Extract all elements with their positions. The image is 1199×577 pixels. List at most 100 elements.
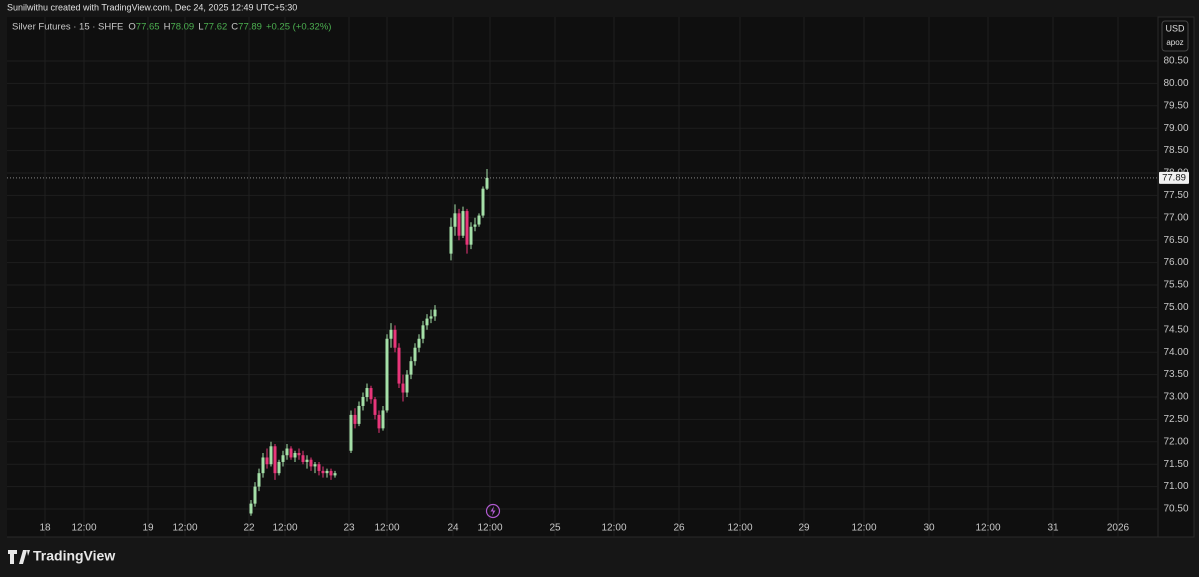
y-tick-label: 77.50: [1163, 190, 1188, 201]
last-price-label: 77.89: [1162, 172, 1186, 183]
candle-body: [249, 503, 253, 514]
x-tick-label: 29: [798, 523, 810, 534]
candle-body: [413, 347, 417, 362]
y-tick-label: 73.00: [1163, 392, 1188, 403]
candle-body: [477, 215, 481, 225]
candle-body: [253, 486, 257, 504]
x-tick-label: 2026: [1107, 523, 1130, 534]
x-tick-label: 30: [923, 523, 935, 534]
grid: [7, 17, 1158, 537]
candle-body: [381, 410, 385, 429]
x-tick-label: 12:00: [172, 523, 197, 534]
currency[interactable]: USD: [1165, 23, 1185, 33]
credit: Sunilwithu created with TradingView.com,…: [7, 2, 297, 12]
x-tick-label: 12:00: [477, 523, 502, 534]
x-tick-label: 18: [39, 523, 51, 534]
candle-body: [389, 329, 393, 339]
plot-area: [7, 17, 1158, 537]
candle-body: [461, 211, 465, 236]
event-icon-bolt: [490, 506, 496, 516]
logo-mark: [8, 550, 30, 564]
x-tick-label: 26: [673, 523, 685, 534]
candle-body: [297, 452, 301, 456]
y-tick-label: 75.50: [1163, 280, 1188, 291]
candle-body: [401, 383, 405, 393]
candle-body: [357, 405, 361, 424]
ohlc-value: 77.62: [204, 22, 228, 33]
y-tick-label: 75.00: [1163, 302, 1188, 313]
brand: TradingView: [33, 548, 115, 564]
y-tick-label: 74.50: [1163, 324, 1188, 335]
candle-body: [409, 361, 413, 375]
event-icon[interactable]: [485, 503, 501, 519]
y-tick-label: 76.50: [1163, 235, 1188, 246]
candle-body: [433, 309, 437, 317]
candle-body: [325, 470, 329, 474]
x-tick-label: 12:00: [851, 523, 876, 534]
candle-body: [485, 177, 489, 189]
candle-body: [405, 374, 409, 393]
candle-body: [349, 414, 353, 451]
ohlc-letter: L: [198, 22, 203, 33]
x-tick-label: 31: [1047, 523, 1059, 534]
candle-body: [417, 338, 421, 348]
candle-body: [321, 470, 325, 474]
x-tick-label: 12:00: [71, 523, 96, 534]
candle-body: [317, 464, 321, 471]
x-tick-label: 19: [142, 523, 154, 534]
candle-body: [361, 396, 365, 406]
y-tick-label: 72.00: [1163, 436, 1188, 447]
candle-body: [273, 446, 277, 474]
legend: Silver Futures · 15 · SHFE O 77.65 H 78.09 L…: [12, 22, 331, 33]
x-tick-label: 25: [549, 523, 561, 534]
candle-body: [369, 388, 373, 400]
x-tick-label: 12:00: [374, 523, 399, 534]
candle-body: [281, 455, 285, 462]
brand-logo[interactable]: TradingView: [8, 548, 115, 564]
candle-body: [269, 446, 273, 465]
candle-body: [429, 316, 433, 319]
candle-body: [397, 347, 401, 384]
candle-body: [373, 399, 377, 415]
candle-body: [353, 414, 357, 424]
ohlc-value: 77.65: [136, 22, 160, 33]
y-tick-label: 70.50: [1163, 504, 1188, 515]
candle-body: [473, 224, 477, 227]
labels: 70.50 71.00 71.50 72.00 72.50 73.00 73.50 74.00…: [39, 56, 1189, 534]
price-axis: [1157, 16, 1195, 538]
candle-body: [305, 459, 309, 462]
ohlc-letter: H: [164, 22, 171, 33]
candles: [7, 168, 1158, 516]
x-tick-label: 12:00: [727, 523, 752, 534]
x-tick-label: 22: [243, 523, 255, 534]
y-tick-label: 74.00: [1163, 347, 1188, 358]
candle-body: [301, 455, 305, 462]
x-tick-label: 12:00: [975, 523, 1000, 534]
currency-button[interactable]: [1161, 20, 1189, 52]
candle-body: [293, 452, 297, 458]
candle-body: [289, 448, 293, 458]
candle-body: [277, 461, 281, 474]
candle-body: [469, 226, 473, 245]
candle-body: [425, 318, 429, 326]
candle-body: [393, 329, 397, 348]
candle-body: [261, 457, 265, 474]
candle-body: [265, 457, 269, 465]
y-tick-label: 79.00: [1163, 123, 1188, 134]
x-tick-label: 23: [343, 523, 355, 534]
ohlc-letter: C: [231, 22, 238, 33]
x-tick-label: 24: [447, 523, 459, 534]
unit-button[interactable]: apoz: [1166, 38, 1183, 47]
candle-body: [365, 388, 369, 397]
candle-body: [329, 470, 333, 476]
y-tick-label: 79.50: [1163, 100, 1188, 111]
candle-body: [377, 414, 381, 429]
y-tick-label: 72.50: [1163, 414, 1188, 425]
candle-body: [421, 325, 425, 339]
y-tick-label: 71.50: [1163, 459, 1188, 470]
y-tick-label: 76.00: [1163, 257, 1188, 268]
x-tick-label: 12:00: [272, 523, 297, 534]
y-tick-label: 78.50: [1163, 145, 1188, 156]
